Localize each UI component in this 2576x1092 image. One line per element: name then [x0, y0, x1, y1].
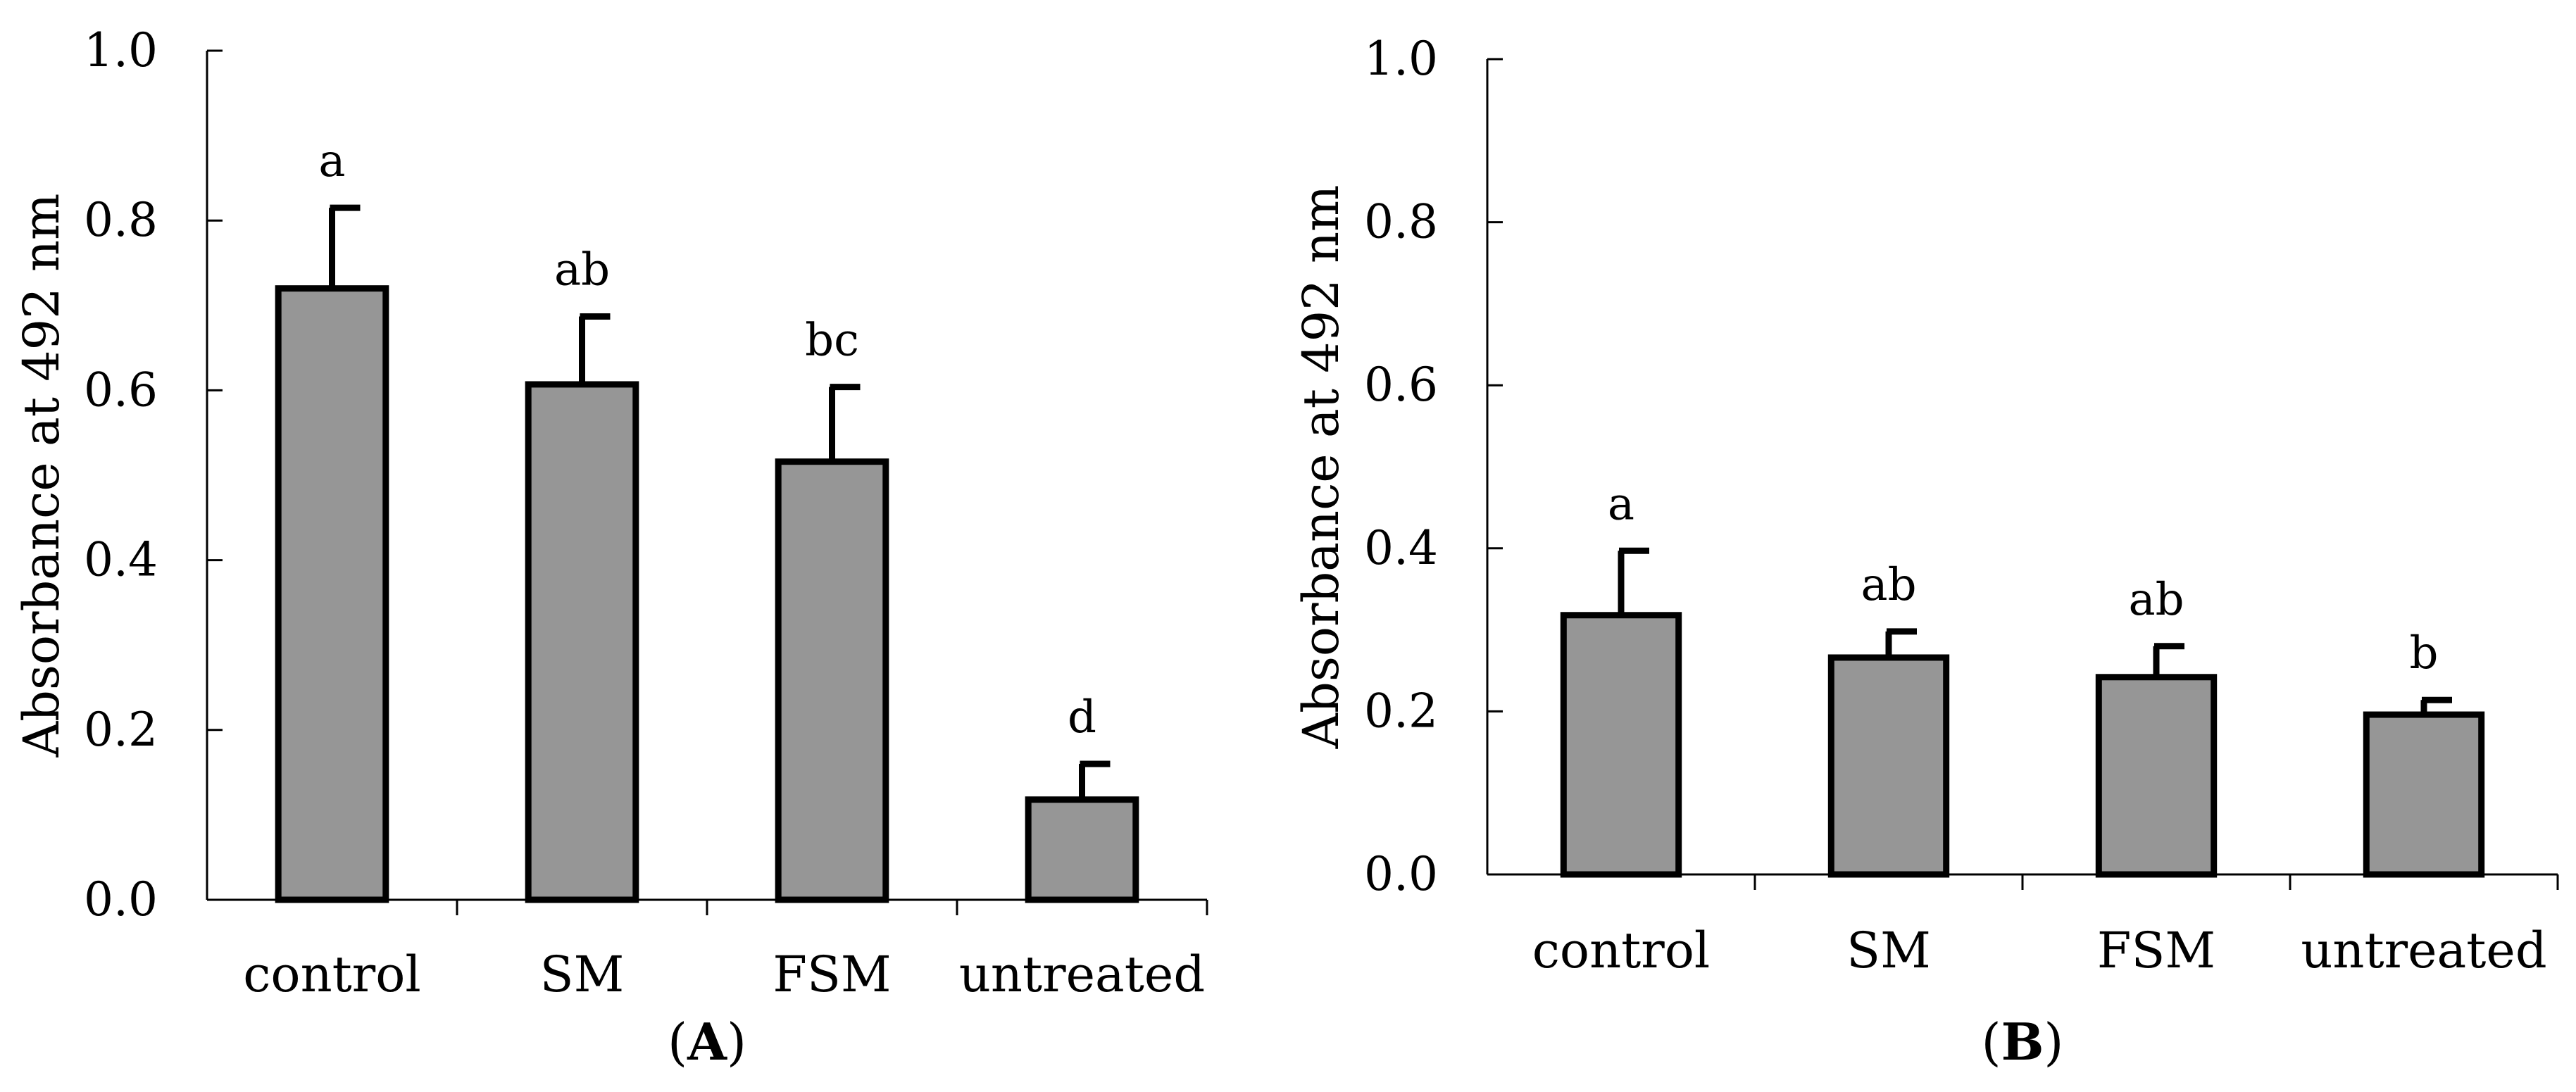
category-label: SM [1846, 922, 1931, 979]
significance-label: b [2410, 627, 2439, 679]
significance-label: ab [1861, 559, 1916, 611]
y-tick-label: 1.0 [84, 23, 158, 77]
significance-label: d [1068, 691, 1096, 743]
y-tick-label: 0.8 [84, 193, 158, 247]
bar-control [275, 285, 389, 903]
bar-FSM [775, 458, 889, 903]
y-tick-label: 0.0 [84, 872, 158, 927]
y-tick-label: 0.2 [84, 703, 158, 757]
bar-untreated [2363, 711, 2485, 878]
panel-a: 0.0 0.2 0.4 0.6 0.8 1.0 Absorbance at 492 nm a c… [13, 23, 1208, 1072]
significance-label: a [318, 135, 345, 187]
category-label: SM [540, 946, 625, 1003]
panel-label: (B) [1981, 1012, 2063, 1072]
y-tick-label: 1.0 [1364, 32, 1438, 86]
significance-label: bc [805, 315, 859, 367]
bar-control [1560, 612, 1682, 878]
category-label: untreated [2301, 922, 2546, 979]
y-tick-label: 0.6 [1364, 358, 1438, 412]
bar-SM [1827, 654, 1950, 878]
bar-FSM [2095, 674, 2218, 878]
category-label: FSM [773, 946, 891, 1003]
significance-label: ab [2128, 574, 2184, 626]
y-tick-label: 0.2 [1364, 684, 1438, 738]
panel-b: 0.0 0.2 0.4 0.6 0.8 1.0 Absorbance at 492 nm a c… [1292, 32, 2559, 1072]
bar-SM [525, 381, 639, 903]
significance-label: ab [554, 244, 610, 296]
category-label: control [1532, 922, 1711, 979]
category-label: FSM [2097, 922, 2215, 979]
bar-untreated [1025, 796, 1139, 903]
y-tick-label: 0.8 [1364, 195, 1438, 249]
y-tick-label: 0.4 [1364, 521, 1438, 575]
y-tick-label: 0.4 [84, 533, 158, 587]
panel-label: (A) [668, 1012, 746, 1072]
significance-label: a [1608, 478, 1634, 530]
category-label: control [243, 946, 421, 1003]
y-tick-label: 0.0 [1364, 847, 1438, 901]
y-axis-title: Absorbance at 492 nm [1292, 185, 1350, 750]
y-axis-title: Absorbance at 492 nm [13, 194, 70, 758]
category-label: untreated [959, 946, 1205, 1003]
y-tick-label: 0.6 [84, 363, 158, 417]
